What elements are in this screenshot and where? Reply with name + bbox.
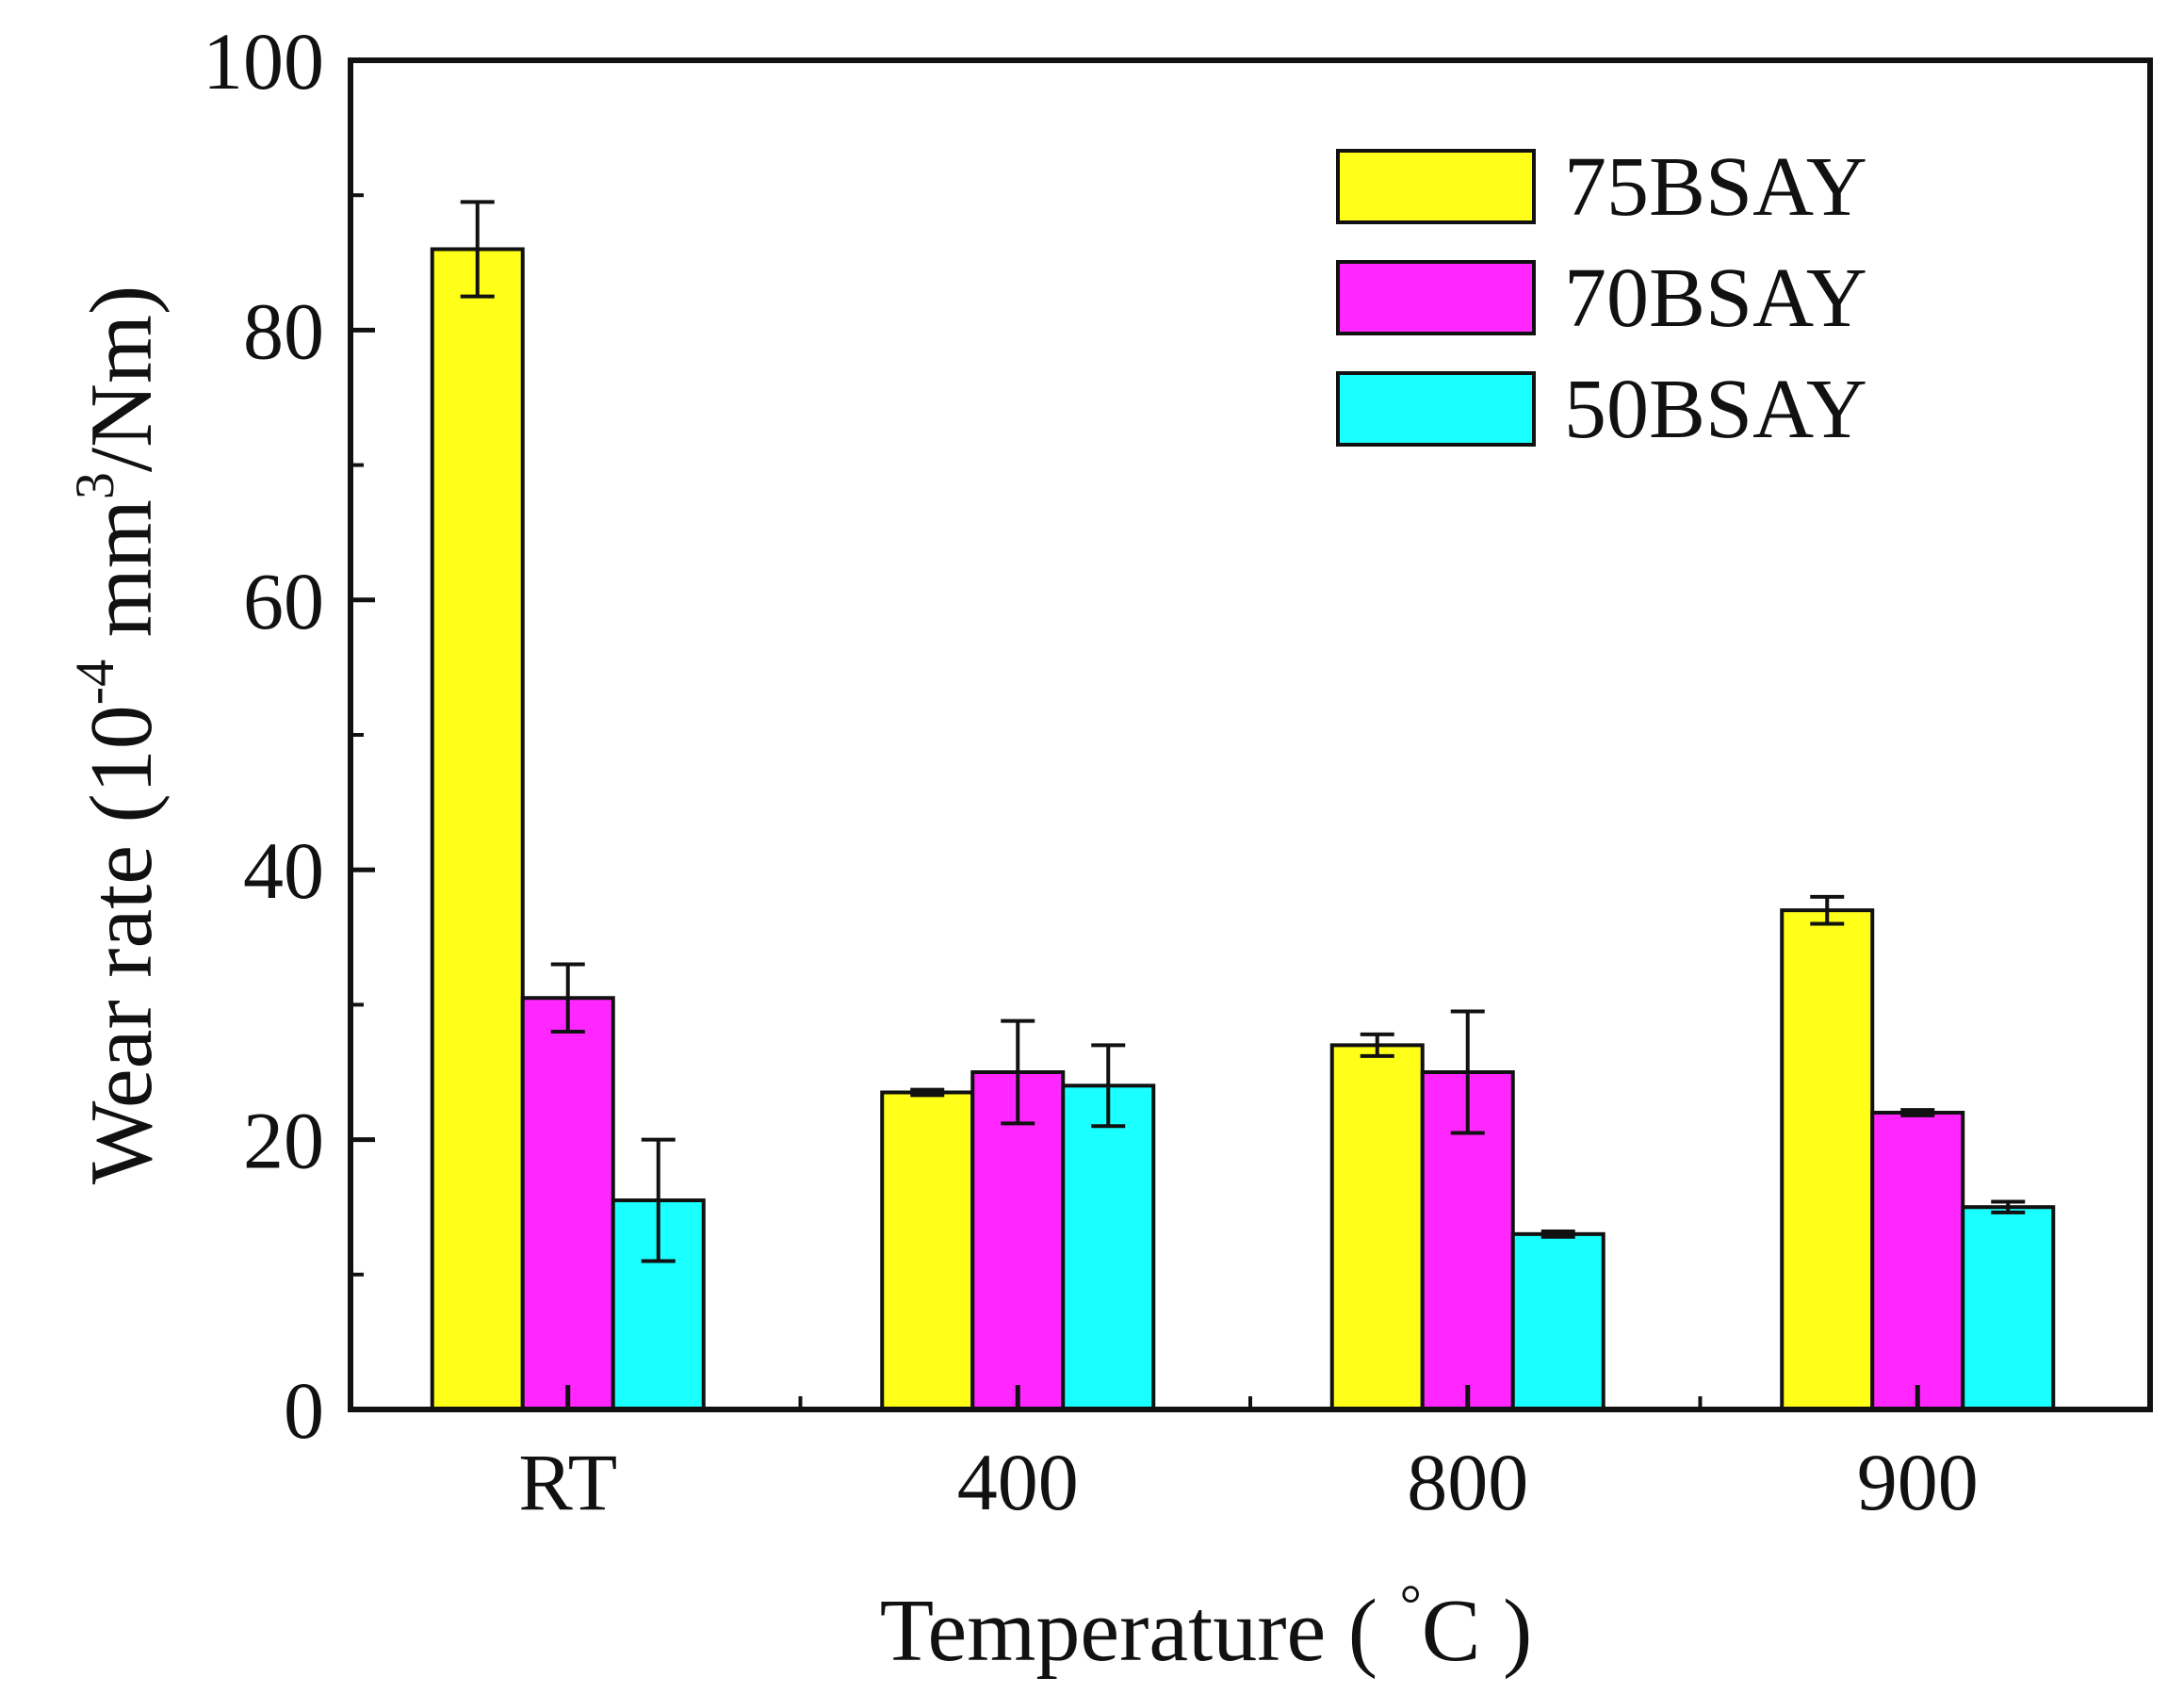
- error-bar-70bsay-rt: [550, 962, 585, 1034]
- x-tick-label-900: 900: [1857, 1437, 1979, 1527]
- y-tick-label-40: 40: [243, 825, 324, 916]
- legend-label-70bsay: 70BSAY: [1564, 252, 1867, 345]
- bar-50bsay-800: [1510, 1231, 1605, 1411]
- y-axis-title: Wear rate (10-4 mm3/Nm): [64, 285, 171, 1185]
- legend-label-50bsay: 50BSAY: [1564, 363, 1867, 456]
- x-tick-label-400: 400: [957, 1437, 1079, 1527]
- bar-75bsay-900: [1780, 908, 1875, 1411]
- error-bar-50bsay-400: [1091, 1043, 1126, 1129]
- bar-50bsay-900: [1961, 1205, 2056, 1411]
- bar-75bsay-400: [880, 1090, 975, 1411]
- legend-label-75bsay: 75BSAY: [1564, 140, 1867, 234]
- error-bar-70bsay-900: [1900, 1108, 1935, 1117]
- error-bar-75bsay-900: [1810, 894, 1845, 926]
- ticks-layer: 0 20 40 60 80 100 RT 400 800 900: [203, 16, 1979, 1527]
- y-tick-label-20: 20: [243, 1096, 324, 1186]
- error-bar-75bsay-800: [1360, 1032, 1394, 1058]
- bar-50bsay-400: [1061, 1083, 1156, 1411]
- y-tick-label-100: 100: [203, 16, 324, 106]
- error-bar-50bsay-800: [1540, 1229, 1575, 1239]
- bar-70bsay-rt: [520, 996, 615, 1411]
- x-tick-label-rt: RT: [518, 1437, 617, 1527]
- error-bar-50bsay-rt: [641, 1137, 676, 1263]
- error-bar-70bsay-400: [1001, 1018, 1035, 1126]
- y-tick-label-80: 80: [243, 285, 324, 376]
- y-tick-label-60: 60: [243, 556, 324, 646]
- bars-layer: [430, 200, 2056, 1412]
- error-bar-75bsay-400: [910, 1087, 945, 1098]
- bar-75bsay-800: [1329, 1043, 1425, 1411]
- legend-swatch-70bsay: [1336, 260, 1536, 335]
- error-bar-50bsay-900: [1991, 1199, 2026, 1214]
- x-axis-title: Temperature ( °C ): [880, 1573, 1533, 1680]
- legend-swatch-50bsay: [1336, 371, 1536, 447]
- legend-swatch-75bsay: [1336, 149, 1536, 224]
- error-bar-75bsay-rt: [460, 200, 495, 299]
- bar-70bsay-900: [1870, 1110, 1965, 1411]
- plot-area-frame: [348, 57, 2153, 1412]
- y-tick-label-0: 0: [284, 1365, 324, 1456]
- error-bar-70bsay-800: [1450, 1009, 1485, 1135]
- x-tick-label-800: 800: [1407, 1437, 1528, 1527]
- legend: 75BSAY 70BSAY 50BSAY: [1336, 140, 1867, 456]
- bar-75bsay-rt: [430, 247, 525, 1412]
